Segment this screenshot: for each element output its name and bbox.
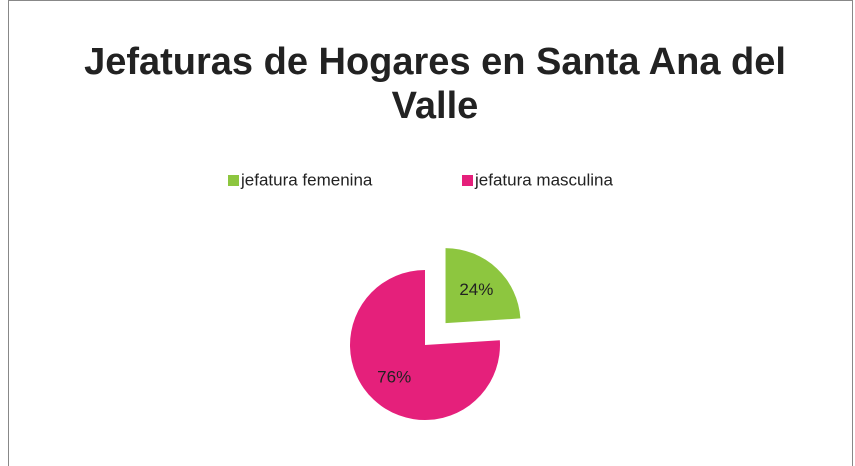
legend-label: jefatura femenina [240, 170, 373, 189]
legend-label: jefatura masculina [474, 170, 614, 189]
chart-border [8, 0, 853, 466]
chart-title: Jefaturas de Hogares en Santa Ana del Va… [84, 41, 786, 127]
data-label: 24% [459, 280, 493, 299]
pie-slice [350, 270, 500, 421]
legend-swatch [462, 175, 473, 186]
legend-swatch [228, 175, 239, 186]
data-label: 76% [377, 367, 411, 386]
pie-slice [445, 248, 521, 324]
